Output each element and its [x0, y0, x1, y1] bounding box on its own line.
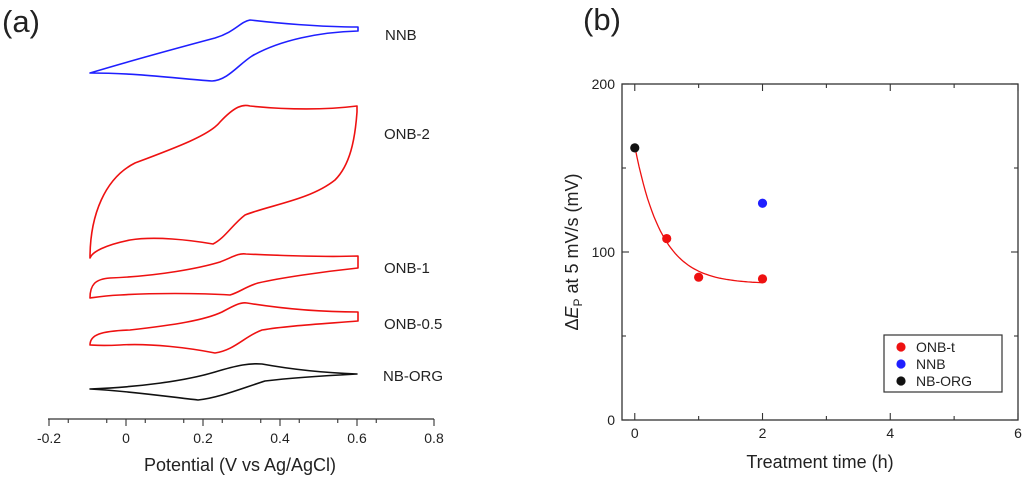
x-tick-label: 2: [759, 425, 767, 441]
y-title-symbol: E: [562, 306, 582, 319]
panel-a-x-ticks: -0.2 0 0.2 0.4 0.6 0.8: [37, 419, 444, 446]
panel-b-ticks: 0 2 4 6 0 100 200: [592, 76, 1022, 441]
legend-label-nb-org: NB-ORG: [916, 373, 972, 389]
panel-b: (b) 0 2 4 6 0 100 200 Treatment time (h) ΔEP a…: [562, 2, 1022, 472]
x-tick-label: 0.4: [270, 430, 290, 446]
legend-marker-nb-org: [896, 376, 906, 386]
fit-curve: [634, 146, 763, 284]
cv-label-onb-0-5: ONB-0.5: [384, 316, 442, 333]
legend-marker-onb-t: [896, 342, 906, 352]
point-nnb: [757, 198, 768, 208]
y-title-subscript: P: [571, 298, 585, 306]
panel-a-label: (a): [2, 4, 40, 39]
x-tick-label: 0.6: [347, 430, 367, 446]
x-tick-label: 0.2: [193, 430, 213, 446]
x-tick-label: 0.8: [424, 430, 444, 446]
x-tick-label: -0.2: [37, 430, 61, 446]
y-title-rest: at 5 mV/s (mV): [562, 173, 582, 298]
panel-b-x-axis-title: Treatment time (h): [746, 452, 893, 472]
panel-b-label: (b): [583, 2, 621, 37]
cv-curve-onb-0-5: [89, 302, 359, 354]
y-tick-label: 0: [607, 412, 615, 428]
x-tick-label: 0: [122, 430, 130, 446]
cv-curves: [89, 19, 359, 401]
x-tick-label: 0: [631, 425, 639, 441]
panel-a: (a) NNB ONB-2 ONB-1 ONB-0.5 NB-ORG -0.2 0 0.2 0…: [2, 4, 444, 475]
cv-curve-onb-2: [89, 104, 358, 259]
legend-label-nnb: NNB: [916, 356, 946, 372]
panel-b-y-axis-title: ΔEP at 5 mV/s (mV): [562, 173, 585, 330]
y-tick-label: 200: [592, 76, 616, 92]
x-tick-label: 4: [886, 425, 894, 441]
legend-marker-nnb: [896, 359, 906, 369]
cv-label-nb-org: NB-ORG: [383, 368, 443, 385]
cv-label-nnb: NNB: [385, 27, 417, 44]
cv-label-onb-1: ONB-1: [384, 260, 430, 277]
scatter-points: [630, 143, 768, 284]
point-nb-org: [630, 143, 640, 153]
cv-curve-labels: NNB ONB-2 ONB-1 ONB-0.5 NB-ORG: [383, 27, 443, 385]
cv-curve-onb-1: [89, 253, 359, 299]
cv-label-onb-2: ONB-2: [384, 126, 430, 143]
legend-label-onb-t: ONB-t: [916, 339, 955, 355]
y-title-delta: Δ: [562, 319, 582, 331]
point-onb-t: [757, 274, 768, 284]
point-onb-t: [694, 272, 704, 282]
cv-curve-nnb: [89, 19, 359, 82]
cv-curve-nb-org: [89, 362, 358, 401]
point-onb-t: [662, 233, 672, 244]
panel-a-x-axis-title: Potential (V vs Ag/AgCl): [144, 455, 336, 475]
x-tick-label: 6: [1014, 425, 1022, 441]
y-tick-label: 100: [592, 244, 616, 260]
